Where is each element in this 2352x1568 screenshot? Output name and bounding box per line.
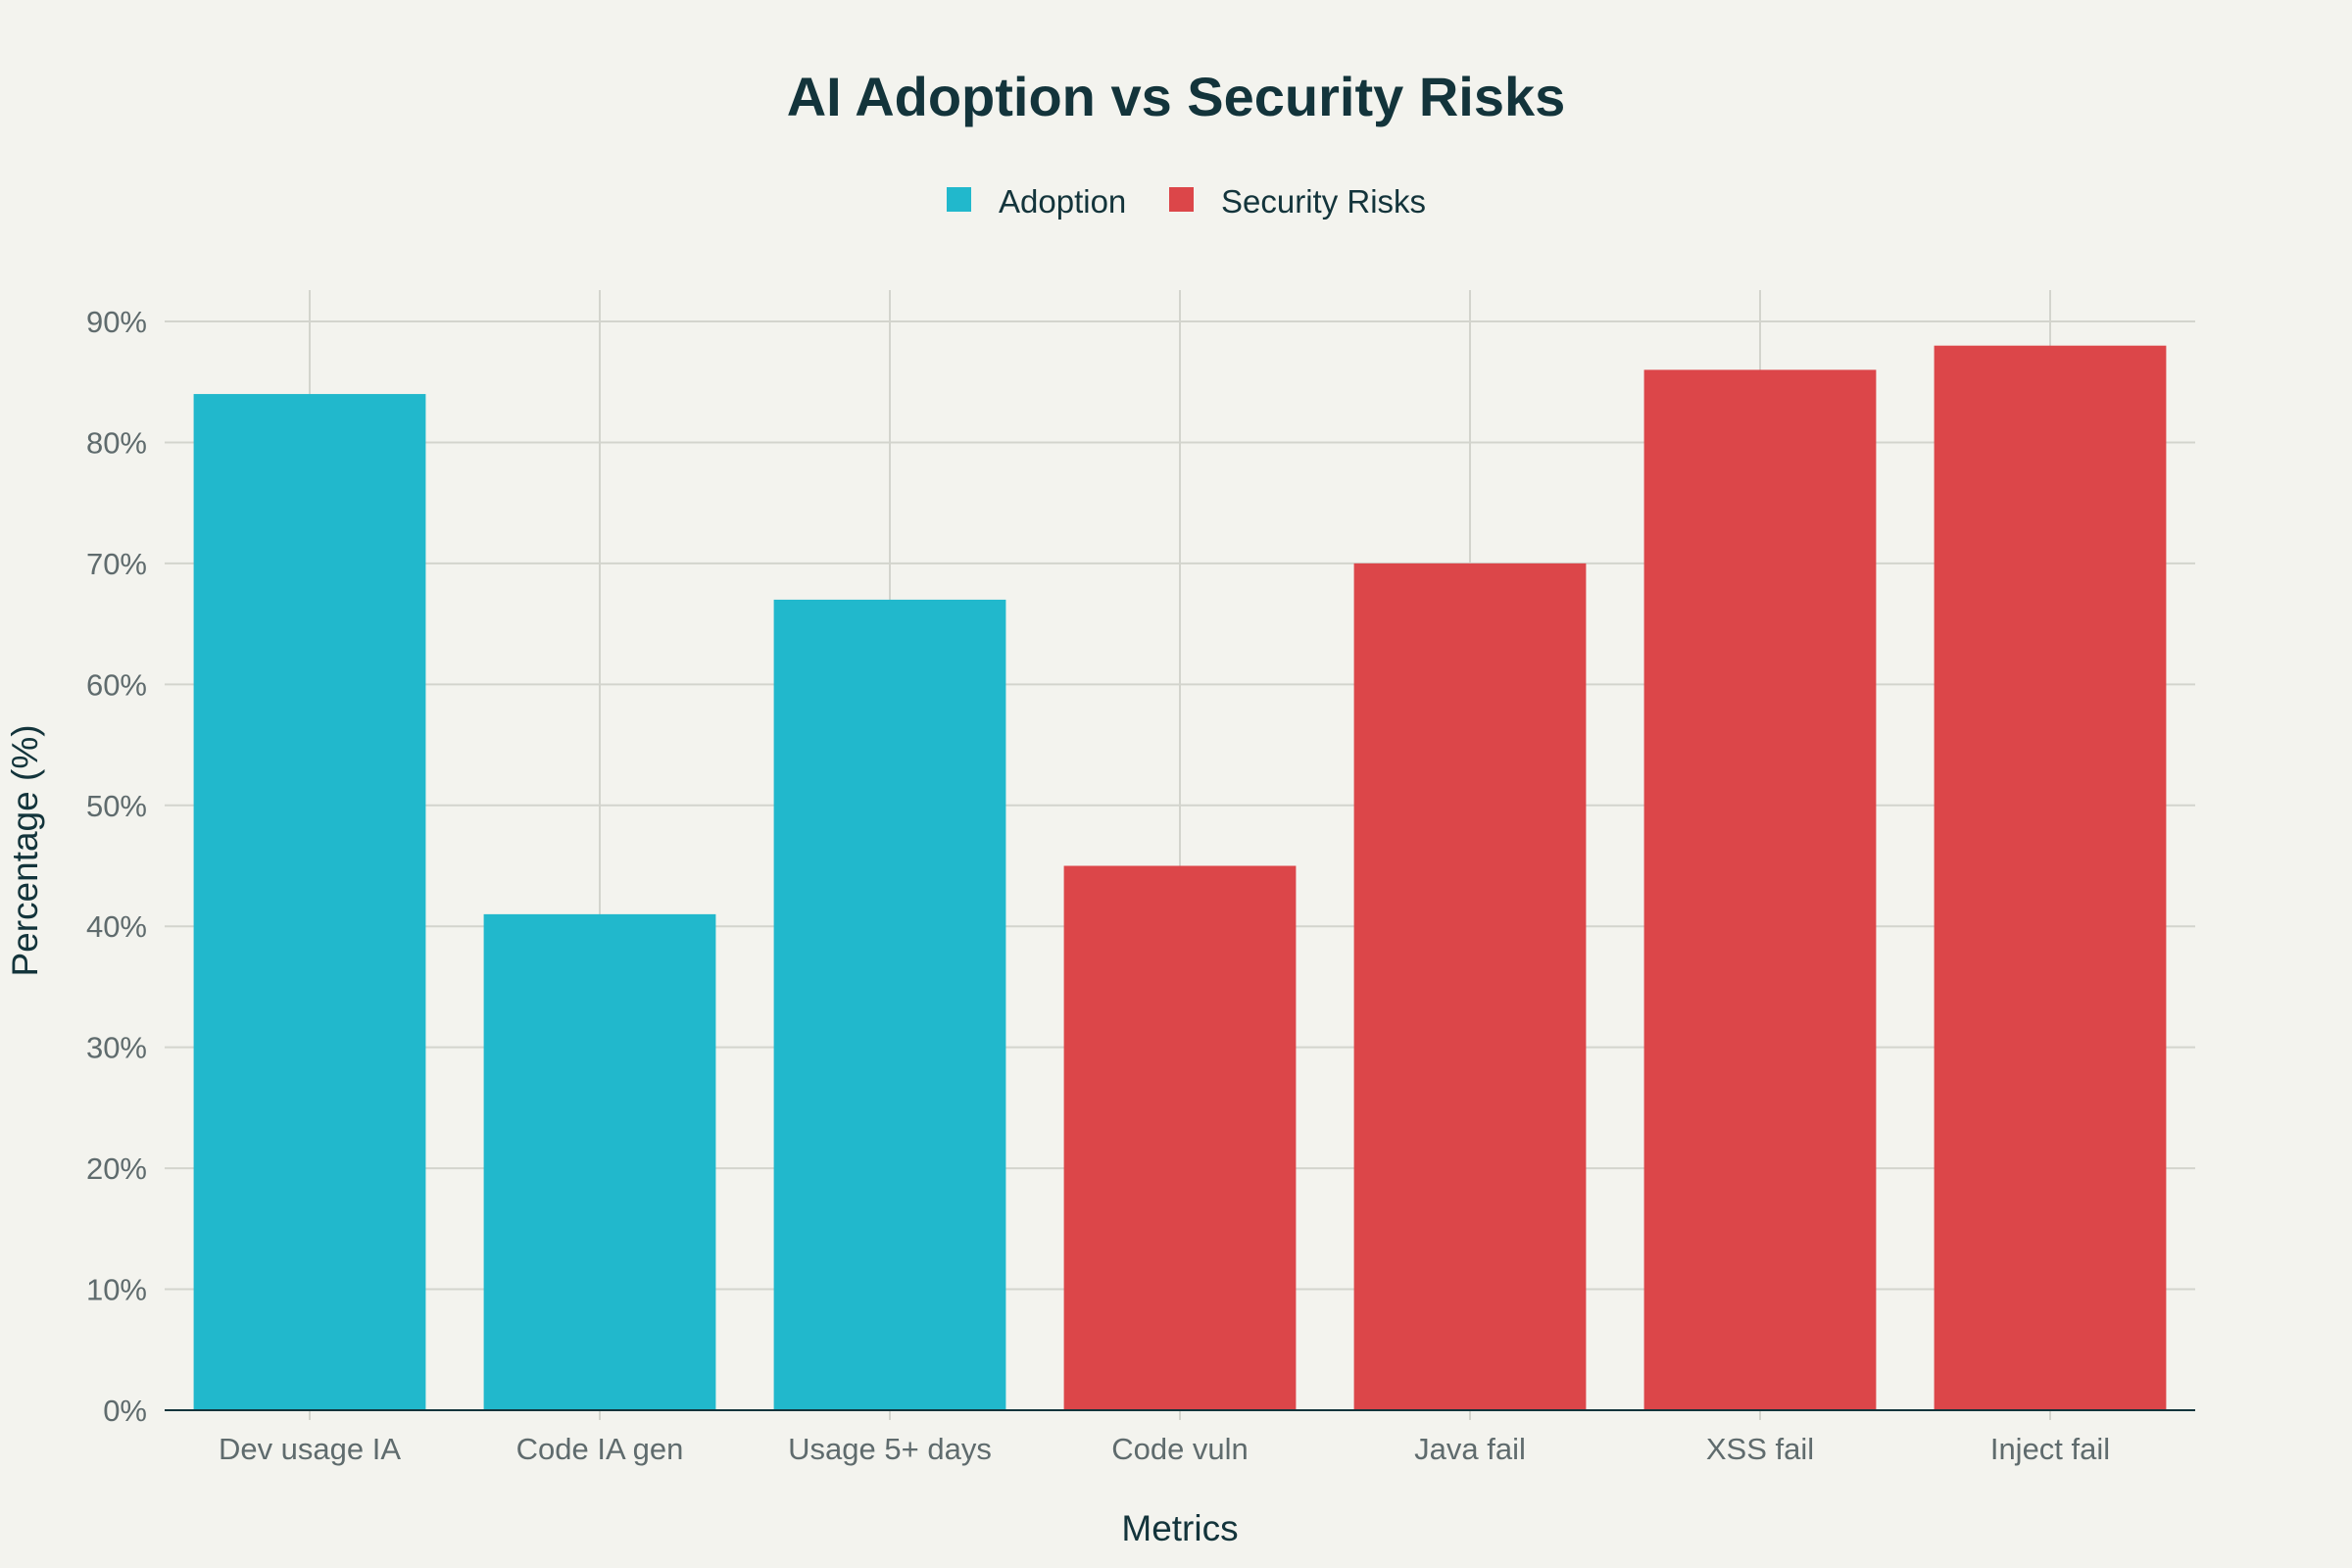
- y-tick-label: 90%: [86, 305, 147, 339]
- x-tick-label: XSS fail: [1706, 1432, 1814, 1466]
- x-tick-label: Code vuln: [1111, 1432, 1249, 1466]
- y-tick-label: 0%: [103, 1394, 147, 1428]
- legend-label: Adoption: [999, 183, 1126, 220]
- y-tick-label: 40%: [86, 909, 147, 944]
- legend-swatch: [947, 187, 971, 212]
- axes: 0% 10% 20% 30% 40% 50% 60% 70% 80% 90% Dev usage I…: [86, 305, 2195, 1466]
- x-tick-label: Java fail: [1414, 1432, 1526, 1466]
- bar-java-fail: [1353, 563, 1587, 1410]
- bar-code-ia-gen: [483, 913, 716, 1410]
- bar-code-vuln: [1063, 865, 1297, 1410]
- x-tick-label: Usage 5+ days: [788, 1432, 992, 1466]
- x-axis-title: Metrics: [1121, 1508, 1238, 1548]
- y-tick-label: 80%: [86, 425, 147, 460]
- bar-dev-usage-ia: [193, 394, 426, 1411]
- y-tick-label: 10%: [86, 1273, 147, 1307]
- x-tick-label: Code IA gen: [516, 1432, 684, 1466]
- chart-title: AI Adoption vs Security Risks: [787, 66, 1566, 127]
- legend-swatch: [1169, 187, 1194, 212]
- legend-label: Security Risks: [1221, 183, 1426, 220]
- x-tick-label: Inject fail: [1990, 1432, 2110, 1466]
- legend: Adoption Security Risks: [947, 183, 1426, 220]
- bar-xss-fail: [1643, 369, 1877, 1410]
- y-tick-label: 50%: [86, 789, 147, 823]
- y-axis-title: Percentage (%): [5, 724, 45, 976]
- y-tick-label: 70%: [86, 547, 147, 581]
- y-tick-label: 30%: [86, 1031, 147, 1065]
- bar-usage-5-days: [773, 599, 1006, 1410]
- x-tick-label: Dev usage IA: [219, 1432, 401, 1466]
- y-tick-label: 20%: [86, 1152, 147, 1186]
- bars: [193, 345, 2167, 1411]
- y-tick-label: 60%: [86, 667, 147, 702]
- bar-inject-fail: [1934, 345, 2167, 1410]
